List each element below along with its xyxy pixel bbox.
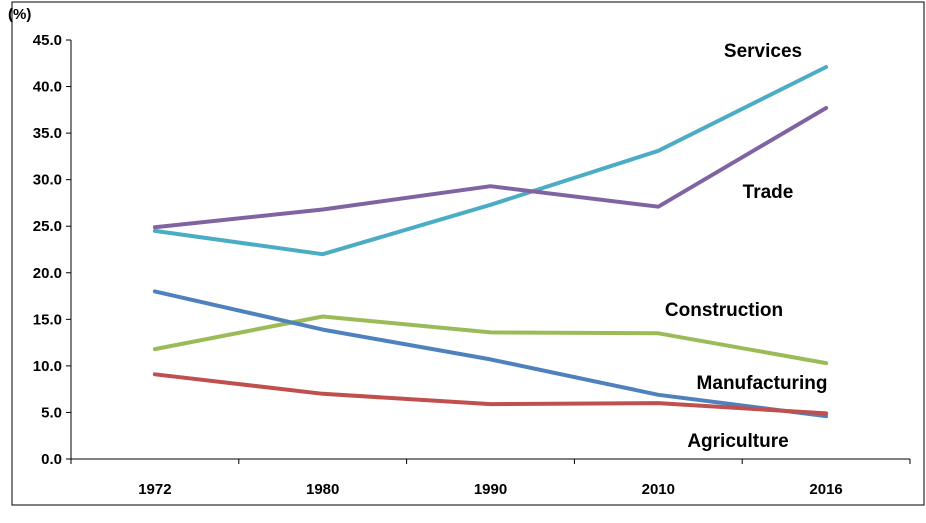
y-tick-label: 0.0 bbox=[41, 451, 62, 468]
y-tick-label: 20.0 bbox=[33, 265, 62, 282]
x-axis-ticks: 1972 1980 1990 2010 2016 bbox=[70, 459, 911, 498]
y-tick-label: 40.0 bbox=[33, 79, 62, 96]
chart-frame bbox=[11, 1, 925, 506]
x-tick-label: 1972 bbox=[138, 481, 171, 498]
x-tick-label: 1980 bbox=[306, 481, 339, 498]
series-label-construction: Construction bbox=[665, 300, 783, 321]
y-tick-label: 10.0 bbox=[33, 358, 62, 375]
x-tick-label: 2010 bbox=[642, 481, 675, 498]
y-tick-label: 35.0 bbox=[33, 125, 62, 142]
series-line-manufacturing bbox=[152, 289, 829, 419]
x-tick-label: 2016 bbox=[809, 481, 842, 498]
series-lines bbox=[152, 65, 829, 419]
series-label-services: Services bbox=[724, 41, 802, 62]
y-tick-label: 5.0 bbox=[41, 404, 62, 421]
y-tick-label: 45.0 bbox=[33, 32, 62, 49]
y-axis-unit-label: (%) bbox=[8, 6, 31, 23]
x-tick-label: 1990 bbox=[474, 481, 507, 498]
y-tick-label: 25.0 bbox=[33, 218, 62, 235]
y-tick-label: 30.0 bbox=[33, 172, 62, 189]
series-line-services bbox=[152, 65, 829, 257]
series-line-trade bbox=[152, 106, 829, 230]
series-line-construction bbox=[152, 314, 829, 366]
series-labels: Services Trade Construction Manufacturing Ag… bbox=[665, 41, 828, 452]
series-label-agriculture: Agriculture bbox=[687, 431, 788, 452]
y-tick-label: 15.0 bbox=[33, 311, 62, 328]
series-label-trade: Trade bbox=[743, 182, 794, 203]
series-line-agriculture bbox=[152, 372, 829, 416]
y-axis-ticks: 0.0 5.0 10.0 15.0 20.0 25.0 30.0 35.0 40.0 45.0 bbox=[33, 32, 71, 468]
series-label-manufacturing: Manufacturing bbox=[697, 373, 828, 394]
